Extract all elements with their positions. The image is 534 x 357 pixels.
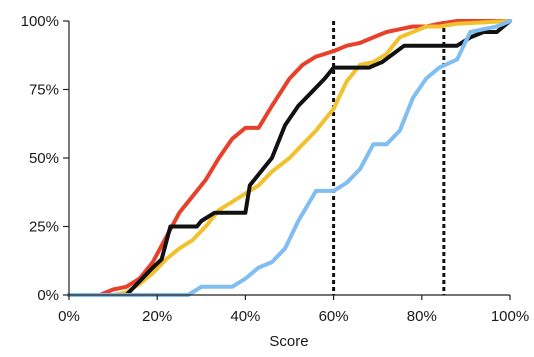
x-tick-label: 60% — [319, 308, 349, 325]
x-tick-label: 20% — [142, 308, 172, 325]
reference-lines — [332, 21, 446, 295]
x-tick-label: 40% — [230, 308, 260, 325]
series-line-2 — [67, 19, 512, 297]
y-tick-label: 0% — [37, 287, 59, 304]
y-tick-label: 75% — [29, 82, 59, 99]
series-line-3 — [67, 19, 512, 297]
y-tick-label: 50% — [29, 150, 59, 167]
x-axis-title: Score — [269, 333, 308, 350]
x-axis-ticks: 0% 20% 40% 60% 80% 100% — [58, 295, 529, 325]
x-tick-label: 80% — [407, 308, 437, 325]
series-lines — [67, 19, 512, 297]
y-tick-label: 25% — [29, 219, 59, 236]
series-line-1 — [67, 19, 512, 297]
y-axis-ticks: 0% 25% 50% 75% 100% — [21, 13, 69, 304]
x-tick-label: 0% — [58, 308, 80, 325]
series-line-4 — [67, 19, 512, 297]
y-tick-label: 100% — [21, 13, 59, 30]
x-tick-label: 100% — [491, 308, 529, 325]
